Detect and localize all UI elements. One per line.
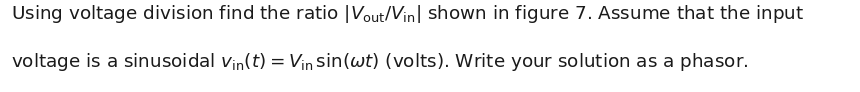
Text: voltage is a sinusoidal $v_{\mathrm{in}}(t) = V_{\mathrm{in}}\,\sin(\omega t)$ (: voltage is a sinusoidal $v_{\mathrm{in}}… xyxy=(11,51,749,73)
Text: Using voltage division find the ratio $|V_{\mathrm{out}}/V_{\mathrm{in}}|$ shown: Using voltage division find the ratio $|… xyxy=(11,3,804,25)
